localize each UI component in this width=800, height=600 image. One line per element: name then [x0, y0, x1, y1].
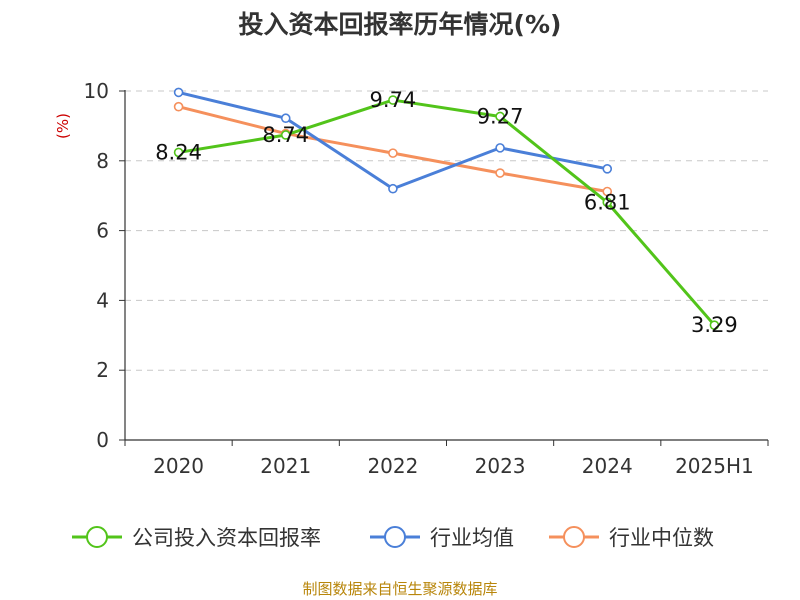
data-label-2022: 9.74: [370, 88, 417, 112]
data-label-2025H1: 3.29: [691, 313, 738, 337]
legend: 公司投入资本回报率 行业均值 行业中位数: [72, 526, 714, 550]
legend-marker-1: [384, 526, 406, 548]
data-point-s0-2021: [280, 130, 291, 140]
legend-marker-2: [563, 526, 585, 548]
y-tick-label-2: 2: [96, 358, 109, 382]
data-label-2023: 9.27: [477, 104, 524, 128]
axes: 0 2 4 6 8 10 2020 2021 2022 2023 2024 2025H1: [84, 79, 769, 478]
data-point-s0-2020: [173, 147, 184, 158]
x-tick-label-2023: 2023: [475, 454, 526, 478]
legend-label-1: 行业均值: [430, 526, 514, 550]
data-label-2021: 8.74: [262, 123, 309, 147]
legend-marker-0: [86, 526, 108, 548]
y-tick-label-0: 0: [96, 428, 109, 452]
data-point-s2-2022: [388, 148, 398, 158]
data-point-s0-2025H1: [709, 320, 720, 330]
data-point-s2-2020: [173, 101, 184, 112]
data-point-s0-2024: [602, 197, 613, 208]
y-tick-label-6: 6: [96, 219, 109, 243]
data-point-s1-2020: [173, 87, 184, 98]
data-point-s2-2023: [495, 168, 505, 178]
series-line-0: [178, 98, 716, 327]
y-tick-label-8: 8: [96, 149, 109, 173]
x-tick-label-2020: 2020: [153, 454, 204, 478]
legend-label-0: 公司投入资本回报率: [132, 526, 321, 550]
data-point-s1-2023: [495, 143, 505, 153]
source-note: 制图数据来自恒生聚源数据库: [302, 580, 497, 598]
y-tick-label-4: 4: [96, 288, 109, 312]
x-tick-label-2025H1: 2025H1: [675, 454, 754, 478]
data-point-s1-2021: [280, 113, 291, 124]
x-tick-label-2024: 2024: [582, 454, 633, 478]
grid-lines: [125, 90, 768, 371]
data-point-s0-2022: [388, 95, 398, 105]
data-label-2024: 6.81: [584, 190, 631, 214]
data-point-s1-2024: [602, 164, 613, 174]
data-point-s2-2024: [602, 186, 613, 197]
series-group: [173, 87, 720, 330]
legend-label-2: 行业中位数: [609, 526, 714, 550]
data-point-s0-2023: [495, 111, 505, 122]
y-tick-label-10: 10: [84, 79, 109, 103]
data-label-2020: 8.24: [155, 140, 202, 164]
x-tick-label-2021: 2021: [260, 454, 311, 478]
y-axis-label: (%): [54, 113, 72, 139]
data-point-s1-2022: [388, 183, 398, 194]
chart-title: 投入资本回报率历年情况(%): [239, 10, 562, 39]
data-labels: 8.24 8.74 9.74 9.27 6.81 3.29: [155, 88, 738, 337]
x-tick-label-2022: 2022: [367, 454, 418, 478]
